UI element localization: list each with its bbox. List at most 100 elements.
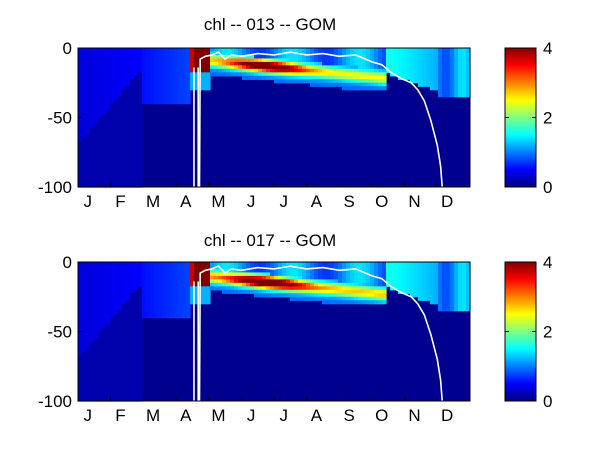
heatmap-cell bbox=[118, 383, 123, 388]
heatmap-cell bbox=[106, 96, 111, 101]
heatmap-cell bbox=[418, 262, 423, 267]
heatmap-cell bbox=[394, 262, 399, 267]
heatmap-cell bbox=[126, 155, 131, 160]
heatmap-cell bbox=[230, 279, 235, 284]
heatmap-cell bbox=[98, 141, 103, 146]
heatmap-cell bbox=[138, 148, 143, 153]
heatmap-cell bbox=[302, 286, 307, 291]
heatmap-cell bbox=[150, 93, 155, 98]
heatmap-cell bbox=[138, 180, 143, 185]
heatmap-cell bbox=[130, 100, 135, 105]
heatmap-cell bbox=[134, 331, 139, 336]
heatmap-cell bbox=[150, 289, 155, 294]
heatmap-cell bbox=[150, 310, 155, 315]
heatmap-cell bbox=[246, 65, 251, 70]
heatmap-cell bbox=[358, 265, 363, 270]
heatmap-cell bbox=[378, 65, 383, 70]
heatmap-cell bbox=[78, 262, 83, 267]
heatmap-cell bbox=[294, 48, 299, 53]
heatmap-cell bbox=[182, 286, 187, 291]
heatmap-cell bbox=[110, 127, 115, 132]
x-tick-label: J bbox=[84, 406, 93, 425]
heatmap-cell bbox=[222, 272, 227, 277]
heatmap-cell bbox=[134, 148, 139, 153]
heatmap-cell bbox=[358, 72, 363, 77]
heatmap-cell bbox=[338, 293, 343, 298]
heatmap-cell bbox=[462, 79, 467, 84]
heatmap-cell bbox=[434, 72, 439, 77]
heatmap-cell bbox=[106, 180, 111, 185]
heatmap-cell bbox=[118, 176, 123, 181]
heatmap-cell bbox=[458, 293, 463, 298]
heatmap-cell bbox=[434, 86, 439, 91]
heatmap-cell bbox=[322, 48, 327, 53]
heatmap-cell bbox=[86, 75, 91, 80]
heatmap-cell bbox=[442, 75, 447, 80]
heatmap-cell bbox=[214, 61, 219, 66]
heatmap-cell bbox=[190, 265, 195, 270]
heatmap-cell bbox=[98, 359, 103, 364]
heatmap-cell bbox=[82, 145, 87, 150]
heatmap-cell bbox=[346, 289, 351, 294]
heatmap-cell bbox=[138, 141, 143, 146]
heatmap-cell bbox=[330, 79, 335, 84]
heatmap-cell bbox=[122, 86, 127, 91]
heatmap-cell bbox=[314, 79, 319, 84]
heatmap-cell bbox=[442, 293, 447, 298]
heatmap-cell bbox=[254, 289, 259, 294]
heatmap-cell bbox=[110, 310, 115, 315]
heatmap-cell bbox=[414, 54, 419, 60]
heatmap-cell bbox=[126, 48, 131, 53]
heatmap-cell bbox=[206, 289, 211, 294]
x-tick-label: S bbox=[343, 406, 354, 425]
heatmap-cell bbox=[162, 54, 167, 60]
heatmap-cell bbox=[118, 54, 123, 60]
heatmap-cell bbox=[354, 68, 359, 73]
heatmap-cell bbox=[462, 272, 467, 277]
heatmap-cell bbox=[138, 376, 143, 381]
heatmap-cell bbox=[166, 82, 171, 87]
heatmap-cell bbox=[178, 86, 183, 91]
heatmap-cell bbox=[322, 58, 327, 63]
heatmap-cell bbox=[86, 141, 91, 146]
heatmap-cell bbox=[78, 127, 83, 132]
heatmap-cell bbox=[94, 355, 99, 360]
heatmap-cell bbox=[206, 61, 211, 66]
heatmap-cell bbox=[118, 317, 123, 322]
heatmap-cell bbox=[114, 268, 119, 274]
heatmap-cell bbox=[122, 152, 127, 157]
heatmap-cell bbox=[194, 272, 199, 277]
heatmap-cell bbox=[454, 51, 459, 56]
heatmap-cell bbox=[134, 134, 139, 139]
heatmap-cell bbox=[194, 296, 199, 301]
heatmap-cell bbox=[126, 317, 131, 322]
heatmap-cell bbox=[206, 275, 211, 280]
heatmap-cell bbox=[130, 390, 135, 395]
heatmap-cell bbox=[86, 376, 91, 381]
heatmap-cell bbox=[114, 282, 119, 287]
heatmap-cell bbox=[374, 300, 379, 305]
heatmap-cell bbox=[162, 68, 167, 73]
heatmap-cell bbox=[362, 75, 367, 80]
heatmap-cell bbox=[162, 286, 167, 291]
heatmap-cell bbox=[130, 341, 135, 347]
heatmap-cell bbox=[334, 282, 339, 287]
heatmap-cell bbox=[238, 61, 243, 66]
heatmap-cell bbox=[126, 93, 131, 98]
heatmap-cell bbox=[374, 79, 379, 84]
heatmap-cell bbox=[250, 275, 255, 280]
heatmap-cell bbox=[106, 293, 111, 298]
heatmap-cell bbox=[138, 124, 143, 129]
heatmap-cell bbox=[126, 134, 131, 139]
heatmap-cell bbox=[446, 307, 451, 312]
heatmap-cell bbox=[438, 93, 443, 98]
heatmap-cell bbox=[214, 54, 219, 60]
heatmap-cell bbox=[450, 79, 455, 84]
heatmap-cell bbox=[114, 169, 119, 174]
heatmap-cell bbox=[426, 296, 431, 301]
heatmap-cell bbox=[330, 68, 335, 73]
heatmap-cell bbox=[434, 58, 439, 63]
heatmap-cell bbox=[310, 82, 315, 87]
heatmap-cell bbox=[306, 48, 311, 53]
heatmap-cell bbox=[450, 89, 455, 94]
